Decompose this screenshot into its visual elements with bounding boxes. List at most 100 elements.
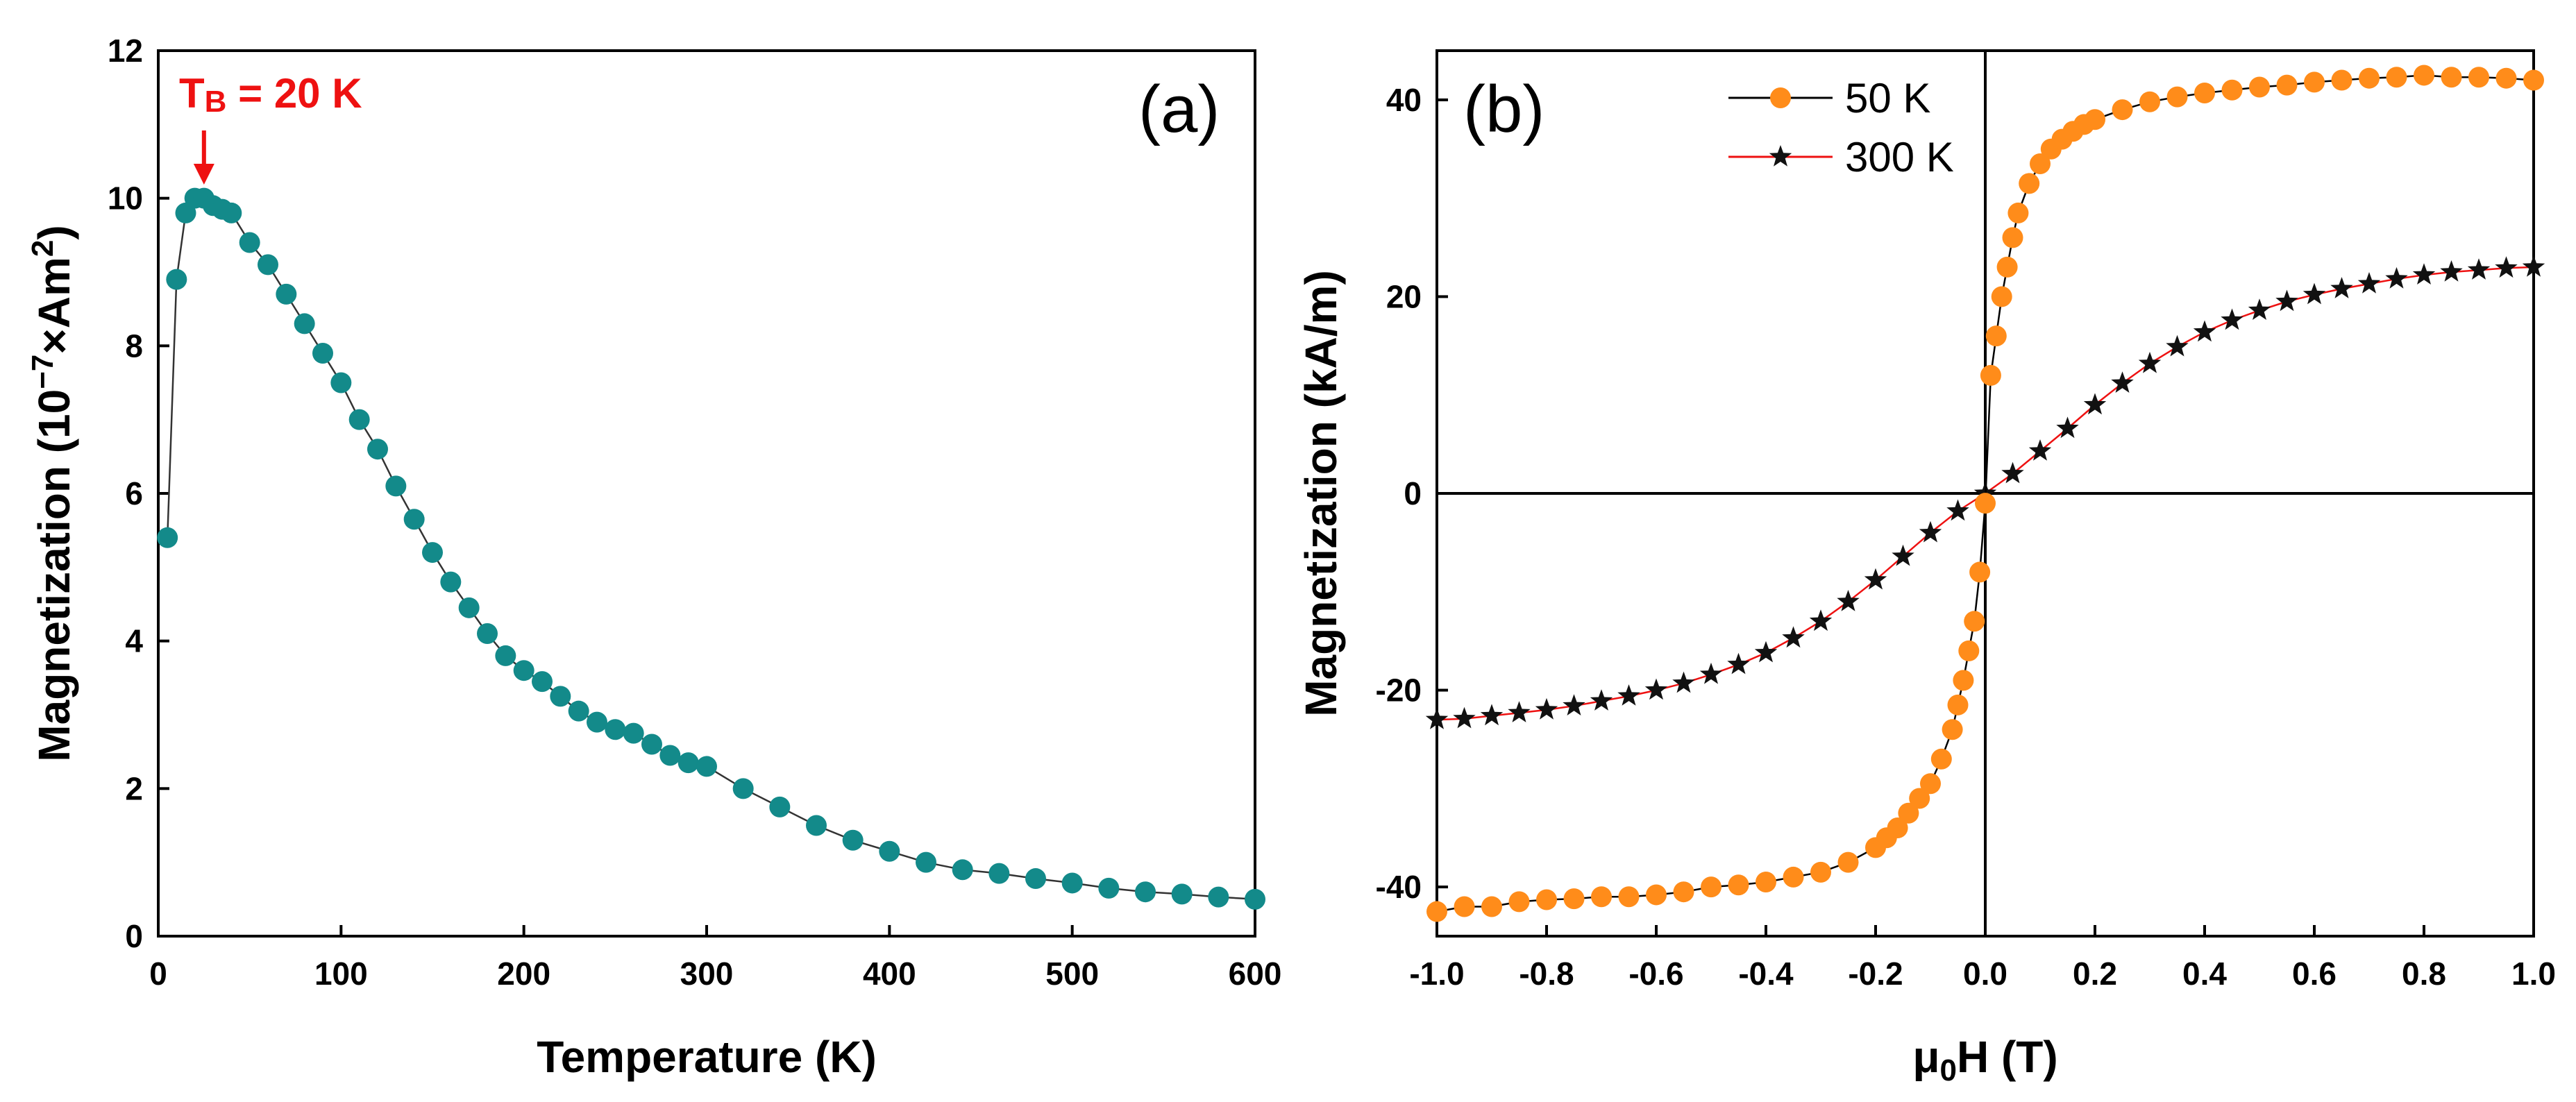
data-point — [677, 752, 699, 774]
data-point — [2249, 76, 2270, 98]
data-point — [641, 734, 662, 755]
panel-a-y-ticks: 0 2 4 6 8 10 12 — [108, 33, 169, 954]
panel-a-y-axis-title: Magnetization (10−7×Am2) — [26, 225, 79, 761]
data-point — [1590, 689, 1613, 711]
data-point — [2166, 86, 2188, 108]
data-point — [348, 409, 370, 430]
data-point — [568, 700, 589, 722]
y-tick-label: 6 — [125, 475, 143, 511]
data-point — [1728, 874, 1749, 896]
data-point — [1920, 773, 1941, 795]
data-point — [1754, 641, 1778, 663]
y-tick-label: 0 — [125, 918, 143, 954]
data-point — [1425, 708, 1449, 729]
panel-b-label: (b) — [1463, 72, 1544, 146]
data-point — [1025, 868, 1046, 890]
data-point — [1617, 684, 1640, 706]
data-point — [2019, 173, 2040, 194]
data-point — [1135, 881, 1156, 903]
data-point — [952, 859, 973, 881]
y-tick-label: 0 — [1404, 475, 1422, 511]
panel-a-x-axis-title: Temperature (K) — [537, 1032, 877, 1082]
data-point — [166, 269, 187, 290]
data-point — [1975, 493, 1996, 514]
data-point — [550, 686, 571, 707]
data-point — [1536, 889, 1557, 910]
data-point — [477, 623, 498, 645]
data-point — [732, 778, 754, 799]
data-point — [2522, 255, 2545, 277]
data-point — [1508, 701, 1531, 722]
x-tick-label: 300 — [680, 956, 734, 992]
annot-subscript: B — [205, 85, 227, 119]
panel-b-x-ticks: -1.0 -0.8 -0.6 -0.4 -0.2 0.0 0.2 0.4 0.6 0.8 1.0 — [1409, 925, 2556, 992]
x-tick-label: 0.2 — [2073, 956, 2117, 992]
data-point — [1919, 520, 1942, 543]
data-point — [1980, 364, 2001, 386]
data-point — [1480, 704, 1504, 726]
panel-b-y-ticks: -40 -20 0 20 40 — [1376, 82, 1448, 905]
data-point — [2030, 153, 2051, 175]
annot-t: T — [179, 70, 205, 117]
data-point — [1453, 706, 1476, 729]
data-point — [1946, 499, 1969, 521]
blocking-temperature-annotation: TB = 20 K — [179, 70, 362, 185]
data-point — [2028, 439, 2052, 461]
data-point — [2083, 393, 2107, 415]
data-point — [916, 851, 936, 873]
panel-b-series — [1425, 65, 2545, 922]
x-tick-label: 1.0 — [2511, 956, 2556, 992]
y-tick-label: 10 — [108, 180, 143, 217]
data-point — [696, 756, 717, 777]
y-tick-label: 4 — [125, 623, 143, 659]
down-arrow-icon — [193, 130, 214, 185]
data-point — [2303, 282, 2326, 305]
data-point — [2468, 67, 2489, 88]
data-point — [1837, 851, 1859, 873]
data-point — [440, 571, 462, 593]
data-point — [1563, 694, 1585, 715]
data-point — [1969, 561, 1991, 583]
data-point — [1898, 802, 1919, 824]
data-point — [2414, 65, 2434, 86]
data-point — [2331, 69, 2352, 91]
legend-label: 300 K — [1845, 134, 1954, 180]
data-point — [1930, 748, 1952, 770]
data-point — [2386, 67, 2407, 88]
data-point — [2007, 202, 2029, 223]
x-tick-label: 600 — [1229, 956, 1282, 992]
data-point — [513, 660, 534, 681]
x-tick-label: 200 — [497, 956, 550, 992]
data-point — [1783, 866, 1804, 888]
data-point — [1887, 817, 1908, 839]
data-point — [2523, 69, 2544, 91]
data-point — [2139, 91, 2160, 112]
panel-b-legend: 50 K 300 K — [1728, 75, 1954, 180]
data-point — [1782, 626, 1805, 648]
data-point — [1245, 888, 1265, 910]
y-title-part-c: ×Am — [29, 257, 79, 355]
data-point — [1672, 671, 1695, 693]
data-point — [879, 840, 900, 862]
data-point — [2056, 416, 2079, 439]
x-tick-label: -0.4 — [1738, 956, 1794, 992]
data-point — [2193, 320, 2216, 342]
panel-b: -1.0 -0.8 -0.6 -0.4 -0.2 0.0 0.2 0.4 0.6 0.8 1.0 -… — [1296, 49, 2556, 1087]
arrow-head — [193, 164, 214, 185]
series-line — [166, 197, 1256, 901]
data-point — [1098, 877, 1120, 899]
data-point — [1810, 861, 1831, 883]
data-point — [2412, 263, 2436, 285]
panel-b-x-axis-title: μ0H (T) — [1912, 1032, 2057, 1087]
x-tick-label: -1.0 — [1409, 956, 1464, 992]
data-point — [1947, 694, 1969, 715]
data-point — [1426, 901, 1447, 922]
data-point — [276, 283, 297, 305]
data-point — [1563, 888, 1585, 910]
data-point — [2495, 67, 2517, 89]
data-point — [1591, 886, 1612, 908]
y-title-part-a: Magnetization (10 — [29, 389, 79, 762]
data-point — [1208, 886, 1229, 908]
data-point — [1991, 286, 2012, 307]
